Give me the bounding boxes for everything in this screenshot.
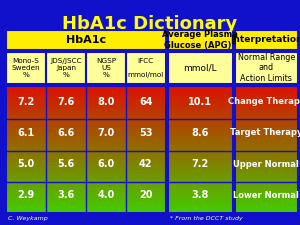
Bar xyxy=(235,30,298,50)
Bar xyxy=(6,52,46,84)
Text: Interpretation: Interpretation xyxy=(230,36,300,45)
Text: 5.0: 5.0 xyxy=(17,159,34,169)
Text: 3.6: 3.6 xyxy=(57,190,75,200)
Bar xyxy=(86,52,126,84)
Text: Average Plasma
Glucose (APG)*: Average Plasma Glucose (APG)* xyxy=(162,30,238,50)
Text: 8.6: 8.6 xyxy=(192,128,209,138)
Bar xyxy=(168,52,232,84)
Text: 4.0: 4.0 xyxy=(97,190,115,200)
Text: 7.6: 7.6 xyxy=(57,97,75,107)
Text: JDS/JSCC
Japan
%: JDS/JSCC Japan % xyxy=(50,58,82,78)
Text: 7.0: 7.0 xyxy=(97,128,115,138)
Bar xyxy=(6,30,166,50)
Bar xyxy=(126,52,166,84)
Text: 10.1: 10.1 xyxy=(188,97,212,107)
Bar xyxy=(46,52,86,84)
Text: Mono-S
Sweden
%: Mono-S Sweden % xyxy=(12,58,40,78)
Text: 42: 42 xyxy=(139,159,153,169)
Text: NGSP
US
%: NGSP US % xyxy=(96,58,116,78)
Text: HbA1c Dictionary: HbA1c Dictionary xyxy=(62,15,238,33)
Text: 6.0: 6.0 xyxy=(97,159,115,169)
Text: 6.6: 6.6 xyxy=(57,128,75,138)
Text: Change Therapy: Change Therapy xyxy=(228,97,300,106)
Text: 2.9: 2.9 xyxy=(17,190,34,200)
Text: Normal Range
and
Action Limits: Normal Range and Action Limits xyxy=(238,53,295,83)
Text: 5.6: 5.6 xyxy=(57,159,75,169)
Bar xyxy=(235,86,298,213)
Bar xyxy=(168,86,232,213)
Text: Target Therapy: Target Therapy xyxy=(230,128,300,137)
Text: IFCC

mmol/mol: IFCC mmol/mol xyxy=(128,58,164,78)
Text: 7.2: 7.2 xyxy=(192,159,209,169)
Text: Upper Normal: Upper Normal xyxy=(233,160,299,169)
Text: mmol/L: mmol/L xyxy=(183,63,217,72)
Text: 20: 20 xyxy=(139,190,153,200)
Text: 6.1: 6.1 xyxy=(17,128,34,138)
Bar xyxy=(6,86,166,213)
Text: HbA1c: HbA1c xyxy=(66,35,106,45)
Text: 53: 53 xyxy=(139,128,153,138)
Text: 8.0: 8.0 xyxy=(97,97,115,107)
Text: 3.8: 3.8 xyxy=(192,190,209,200)
Text: Lower Normal: Lower Normal xyxy=(233,191,299,200)
Text: C. Weykamp: C. Weykamp xyxy=(8,216,48,221)
Bar xyxy=(168,30,232,50)
Text: 64: 64 xyxy=(139,97,153,107)
Text: * From the DCCT study: * From the DCCT study xyxy=(170,216,243,221)
Text: 7.2: 7.2 xyxy=(17,97,34,107)
Bar xyxy=(235,52,298,84)
